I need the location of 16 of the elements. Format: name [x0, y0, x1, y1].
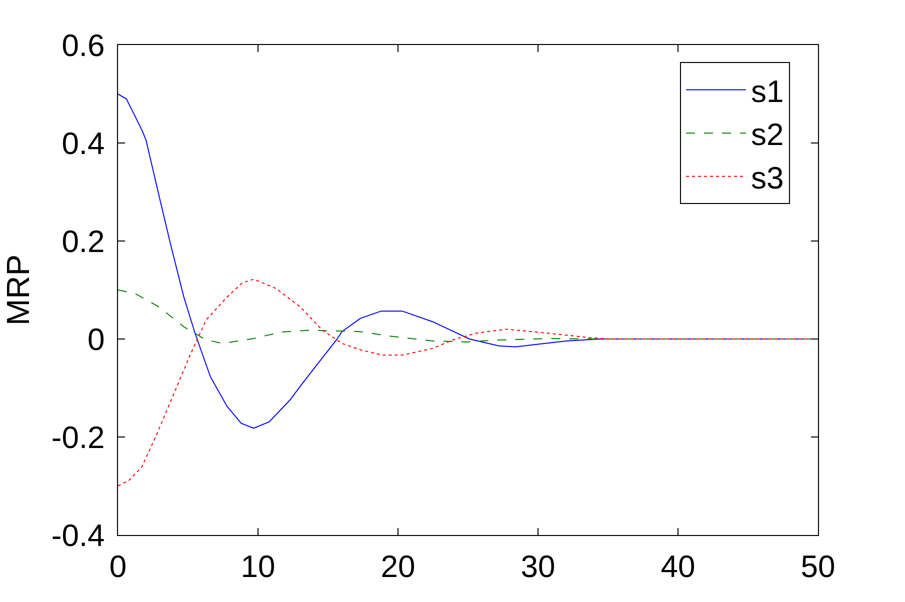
- y-tick-label: -0.2: [51, 420, 105, 455]
- x-tick-label: 0: [109, 549, 127, 584]
- x-tick-label: 40: [660, 549, 696, 584]
- y-tick-label: -0.4: [51, 518, 105, 553]
- y-tick-label: 0.6: [62, 28, 105, 63]
- y-tick-label: 0.4: [62, 126, 105, 161]
- legend-label: s3: [751, 160, 784, 196]
- x-tick-label: 50: [800, 549, 836, 584]
- y-tick-label: 0: [88, 322, 105, 357]
- x-tick-label: 30: [520, 549, 556, 584]
- x-tick-label: 20: [380, 549, 416, 584]
- x-tick-label: 10: [240, 549, 276, 584]
- legend-label: s1: [751, 74, 784, 109]
- y-axis-title: MRP: [0, 254, 36, 326]
- legend-label: s2: [751, 117, 784, 152]
- y-tick-label: 0.2: [62, 224, 105, 259]
